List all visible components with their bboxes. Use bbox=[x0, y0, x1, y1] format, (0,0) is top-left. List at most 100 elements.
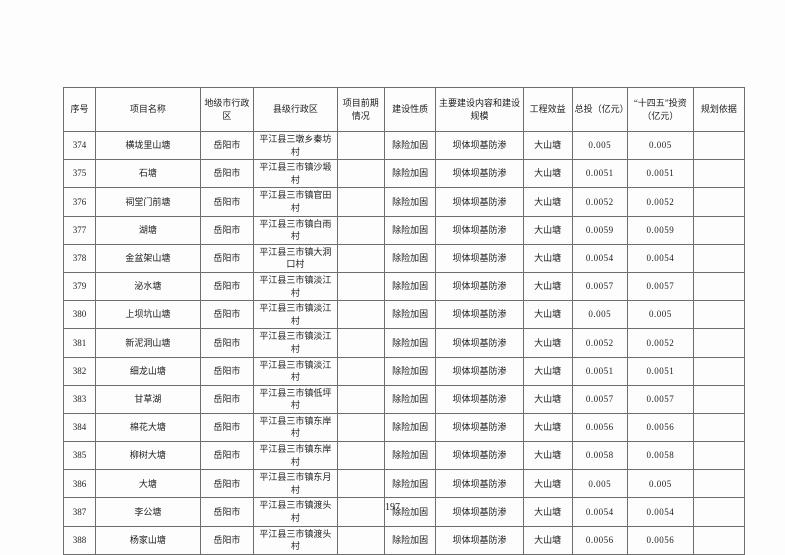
page-number: 197 bbox=[385, 502, 400, 513]
table-cell: 坝体坝基防渗 bbox=[435, 356, 524, 386]
table-cell bbox=[692, 497, 746, 527]
table-cell: 0.0059 bbox=[571, 215, 628, 245]
table-cell: 岳阳市 bbox=[199, 187, 254, 217]
table-cell: 坝体坝基防渗 bbox=[435, 384, 524, 414]
table-cell: 除险加固 bbox=[383, 271, 437, 302]
table-cell: 平江县三市镇淡江村 bbox=[252, 356, 338, 386]
table-cell: 坝体坝基防渗 bbox=[435, 187, 524, 217]
table-cell: 平江县三市镇沙塅村 bbox=[252, 159, 338, 189]
table-row: 374 横垅里山塘 岳阳市 平江县三墩乡秦坊村 除险加固 坝体坝基防渗 大山塘 0.005 0.… bbox=[63, 130, 746, 161]
table-cell: 细龙山塘 bbox=[95, 356, 201, 386]
table-cell: 除险加固 bbox=[383, 356, 437, 386]
table-cell bbox=[336, 441, 385, 471]
table-cell bbox=[336, 159, 385, 189]
table-cell: 岳阳市 bbox=[199, 271, 254, 302]
table-cell: 杨家山塘 bbox=[95, 525, 201, 555]
table-cell: 除险加固 bbox=[383, 300, 437, 330]
table-cell: 388 bbox=[63, 525, 96, 555]
table-cell: 大山塘 bbox=[522, 159, 573, 189]
table-cell: 除险加固 bbox=[383, 497, 437, 527]
table-cell: 0.005 bbox=[571, 130, 628, 161]
table-cell bbox=[692, 130, 746, 161]
table-cell: 岳阳市 bbox=[199, 300, 254, 330]
table-row: 382 细龙山塘 岳阳市 平江县三市镇淡江村 除险加固 坝体坝基防渗 大山塘 0.0051 0.… bbox=[63, 356, 746, 386]
table-cell: 377 bbox=[63, 215, 96, 245]
table-cell: 除险加固 bbox=[383, 328, 437, 358]
table-cell: 坝体坝基防渗 bbox=[435, 130, 524, 161]
header-cell: 序号 bbox=[63, 87, 96, 132]
table-row: 380 上坝坑山塘 岳阳市 平江县三市镇淡江村 除险加固 坝体坝基防渗 大山塘 0.005 0.… bbox=[63, 300, 746, 330]
header-cell: 项目名称 bbox=[95, 87, 201, 132]
table-cell: 平江县三市镇淡江村 bbox=[252, 328, 338, 358]
table-cell: 大山塘 bbox=[522, 356, 573, 386]
table-row: 377 湖塘 岳阳市 平江县三市镇白雨村 除险加固 坝体坝基防渗 大山塘 0.0059 0.00… bbox=[63, 215, 746, 245]
table-body: 374 横垅里山塘 岳阳市 平江县三墩乡秦坊村 除险加固 坝体坝基防渗 大山塘 0.005 0.… bbox=[63, 130, 746, 555]
table-row: 378 金盆架山塘 岳阳市 平江县三市镇大洞口村 除险加固 坝体坝基防渗 大山塘 0.0054… bbox=[63, 243, 746, 273]
table-cell: 岳阳市 bbox=[199, 356, 254, 386]
header-cell: 项目前期情况 bbox=[336, 87, 385, 132]
table-cell: 0.0054 bbox=[626, 497, 694, 527]
header-cell: 建设性质 bbox=[383, 87, 437, 132]
table-cell: 大山塘 bbox=[522, 130, 573, 161]
table-cell bbox=[336, 300, 385, 330]
table-cell: 大山塘 bbox=[522, 187, 573, 217]
table-cell bbox=[692, 243, 746, 273]
table-cell: 375 bbox=[63, 159, 96, 189]
table-cell bbox=[692, 328, 746, 358]
table-cell: 387 bbox=[63, 497, 96, 527]
table-cell bbox=[336, 243, 385, 273]
table-row: 381 新泥洞山塘 岳阳市 平江县三市镇淡江村 除险加固 坝体坝基防渗 大山塘 0.0052 0… bbox=[63, 328, 746, 358]
table-cell bbox=[336, 328, 385, 358]
table-row: 383 甘草湖 岳阳市 平江县三市镇低坪村 除险加固 坝体坝基防渗 大山塘 0.0057 0.0… bbox=[63, 384, 746, 414]
table-cell: 平江县三市镇东月村 bbox=[252, 469, 338, 499]
table-cell: 新泥洞山塘 bbox=[95, 328, 201, 358]
table-cell bbox=[336, 469, 385, 499]
table-cell bbox=[692, 412, 746, 443]
table-cell: 除险加固 bbox=[383, 187, 437, 217]
table-cell: 0.0059 bbox=[626, 215, 694, 245]
header-cell: 规划依据 bbox=[692, 87, 746, 132]
table-cell: 386 bbox=[63, 469, 96, 499]
table-cell: 384 bbox=[63, 412, 96, 443]
table-cell: 坝体坝基防渗 bbox=[435, 159, 524, 189]
table-cell: 0.0052 bbox=[571, 328, 628, 358]
table-cell: 平江县三市镇白雨村 bbox=[252, 215, 338, 245]
table-row: 379 泌水塘 岳阳市 平江县三市镇淡江村 除险加固 坝体坝基防渗 大山塘 0.0057 0.0… bbox=[63, 271, 746, 302]
table-row: 375 石塘 岳阳市 平江县三市镇沙塅村 除险加固 坝体坝基防渗 大山塘 0.0051 0.00… bbox=[63, 159, 746, 189]
table-cell: 0.0057 bbox=[571, 271, 628, 302]
table-cell: 378 bbox=[63, 243, 96, 273]
table-header: 序号 项目名称 地级市行政区 县级行政区 项目前期情况 建设性质 主要建设内容和建设规模 工程… bbox=[63, 87, 746, 132]
table-cell: 0.005 bbox=[626, 469, 694, 499]
table-cell: 平江县三市镇东岸村 bbox=[252, 441, 338, 471]
table-cell: 平江县三市镇东岸村 bbox=[252, 412, 338, 443]
table-cell: 平江县三市镇官田村 bbox=[252, 187, 338, 217]
table-row: 388 杨家山塘 岳阳市 平江县三市镇渡头村 除险加固 坝体坝基防渗 大山塘 0.0056 0.… bbox=[63, 525, 746, 555]
table-cell: 坝体坝基防渗 bbox=[435, 469, 524, 499]
table-cell: 坝体坝基防渗 bbox=[435, 300, 524, 330]
table-cell: 382 bbox=[63, 356, 96, 386]
table-cell: 大塘 bbox=[95, 469, 201, 499]
table-cell: 0.0057 bbox=[626, 271, 694, 302]
table-row: 387 李公塘 岳阳市 平江县三市镇渡头村 除险加固 坝体坝基防渗 大山塘 0.0054 0.0… bbox=[63, 497, 746, 527]
table-cell: 0.0056 bbox=[571, 412, 628, 443]
table-cell: 上坝坑山塘 bbox=[95, 300, 201, 330]
table-cell: 除险加固 bbox=[383, 441, 437, 471]
table-cell: 坝体坝基防渗 bbox=[435, 412, 524, 443]
table-cell: 坝体坝基防渗 bbox=[435, 441, 524, 471]
table-cell: 平江县三市镇淡江村 bbox=[252, 300, 338, 330]
table-cell: 坝体坝基防渗 bbox=[435, 497, 524, 527]
table-cell: 0.0056 bbox=[571, 525, 628, 555]
table-cell: 大山塘 bbox=[522, 271, 573, 302]
table-cell: 柳树大塘 bbox=[95, 441, 201, 471]
table-cell: 0.0057 bbox=[626, 384, 694, 414]
table-cell: 除险加固 bbox=[383, 159, 437, 189]
table-cell: 大山塘 bbox=[522, 328, 573, 358]
projects-table: 序号 项目名称 地级市行政区 县级行政区 项目前期情况 建设性质 主要建设内容和建设规模 工程… bbox=[63, 87, 746, 555]
table-cell: 平江县三市镇低坪村 bbox=[252, 384, 338, 414]
table-cell: 0.005 bbox=[626, 300, 694, 330]
table-cell: 大山塘 bbox=[522, 412, 573, 443]
table-cell: 0.0054 bbox=[626, 243, 694, 273]
table-cell: 岳阳市 bbox=[199, 159, 254, 189]
table-cell bbox=[336, 412, 385, 443]
table-cell: 379 bbox=[63, 271, 96, 302]
